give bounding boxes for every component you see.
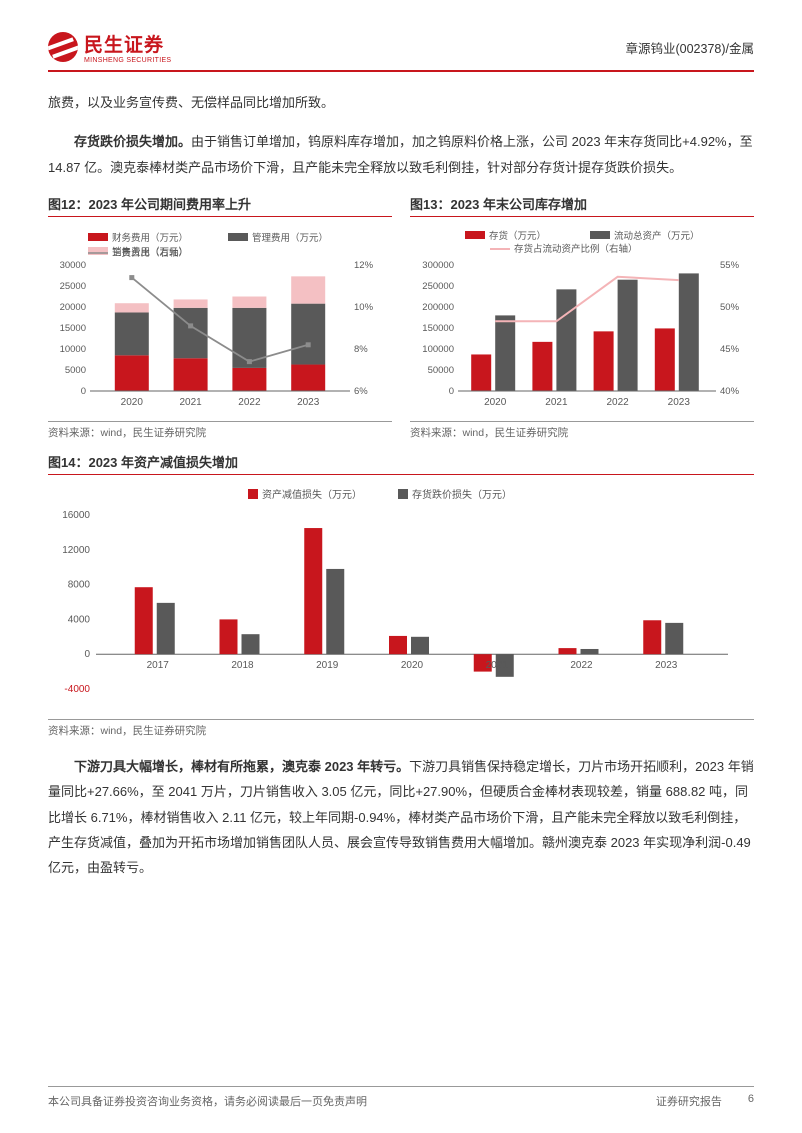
svg-text:0: 0 xyxy=(449,386,454,397)
svg-text:20000: 20000 xyxy=(60,302,86,313)
chart-14: 资产减值损失（万元） 存货跌价损失（万元） -4000 0 4000 8000 12000 1… xyxy=(48,479,754,717)
svg-text:50000: 50000 xyxy=(428,365,454,376)
chart-12-source: 资料来源：wind，民生证券研究院 xyxy=(48,421,392,440)
svg-text:30000: 30000 xyxy=(60,260,86,271)
logo-text-cn: 民生证券 xyxy=(84,30,171,57)
chart-13-source: 资料来源：wind，民生证券研究院 xyxy=(410,421,754,440)
svg-text:150000: 150000 xyxy=(422,323,454,334)
svg-text:2020: 2020 xyxy=(484,397,507,408)
svg-text:管理费用（万元）: 管理费用（万元） xyxy=(252,232,328,244)
footer-page-number: 6 xyxy=(748,1093,754,1109)
svg-text:2021: 2021 xyxy=(545,397,568,408)
svg-text:16000: 16000 xyxy=(62,510,90,521)
svg-text:5000: 5000 xyxy=(65,365,86,376)
svg-text:8%: 8% xyxy=(354,344,368,355)
svg-text:2022: 2022 xyxy=(570,660,593,671)
logo: 民生证券 MINSHENG SECURITIES xyxy=(48,30,171,64)
svg-text:2017: 2017 xyxy=(147,660,170,671)
svg-text:2023: 2023 xyxy=(297,397,320,408)
svg-text:-4000: -4000 xyxy=(64,684,90,695)
footer-right-label: 证券研究报告 xyxy=(656,1093,722,1109)
paragraph-3: 下游刀具大幅增长，棒材有所拖累，澳克泰 2023 年转亏。下游刀具销售保持稳定增… xyxy=(48,754,754,881)
svg-text:45%: 45% xyxy=(720,344,740,355)
para3-rest: 下游刀具销售保持稳定增长，刀片市场开拓顺利，2023 年销量同比+27.66%，… xyxy=(48,759,754,875)
svg-text:存货（万元）: 存货（万元） xyxy=(489,230,546,242)
chart-14-source: 资料来源：wind，民生证券研究院 xyxy=(48,719,754,738)
svg-text:三费占比（右轴）: 三费占比（右轴） xyxy=(112,247,188,259)
footer-left: 本公司具备证券投资咨询业务资格，请务必阅读最后一页免责声明 xyxy=(48,1093,367,1109)
svg-text:25000: 25000 xyxy=(60,281,86,292)
svg-text:2019: 2019 xyxy=(316,660,339,671)
svg-text:2020: 2020 xyxy=(401,660,424,671)
logo-icon xyxy=(48,32,78,62)
chart-13: 存货（万元） 流动总资产（万元）存货占流动资产比例（右轴） 0 50000 100000… xyxy=(410,221,754,419)
svg-text:存货跌价损失（万元）: 存货跌价损失（万元） xyxy=(412,488,512,501)
svg-text:100000: 100000 xyxy=(422,344,454,355)
para3-bold: 下游刀具大幅增长，棒材有所拖累，澳克泰 2023 年转亏。 xyxy=(74,759,409,774)
chart-13-block: 图13：2023 年末公司库存增加 存货（万元） 流动总资产（万元）存货占流动资产… xyxy=(410,194,754,440)
chart-14-title: 图14：2023 年资产减值损失增加 xyxy=(48,452,754,475)
svg-text:2021: 2021 xyxy=(179,397,202,408)
svg-text:10000: 10000 xyxy=(60,344,86,355)
svg-text:2020: 2020 xyxy=(121,397,144,408)
svg-text:200000: 200000 xyxy=(422,302,454,313)
svg-text:流动总资产（万元）: 流动总资产（万元） xyxy=(614,230,700,242)
svg-text:300000: 300000 xyxy=(422,260,454,271)
svg-text:10%: 10% xyxy=(354,302,374,313)
svg-text:存货占流动资产比例（右轴）: 存货占流动资产比例（右轴） xyxy=(514,243,638,255)
svg-text:2022: 2022 xyxy=(238,397,261,408)
svg-text:40%: 40% xyxy=(720,386,740,397)
svg-text:12%: 12% xyxy=(354,260,374,271)
logo-text-en: MINSHENG SECURITIES xyxy=(84,57,171,64)
svg-text:15000: 15000 xyxy=(60,323,86,334)
chart-12-title: 图12：2023 年公司期间费用率上升 xyxy=(48,194,392,217)
header-ticker: 章源钨业(002378)/金属 xyxy=(625,38,754,57)
svg-text:2018: 2018 xyxy=(231,660,254,671)
svg-text:财务费用（万元）: 财务费用（万元） xyxy=(112,232,188,244)
svg-text:2021: 2021 xyxy=(486,660,509,671)
svg-text:0: 0 xyxy=(81,386,86,397)
page-header: 民生证券 MINSHENG SECURITIES 章源钨业(002378)/金属 xyxy=(48,30,754,72)
svg-text:8000: 8000 xyxy=(68,580,91,591)
page-footer: 本公司具备证券投资咨询业务资格，请务必阅读最后一页免责声明 证券研究报告 6 xyxy=(48,1086,754,1109)
paragraph-2: 存货跌价损失增加。由于销售订单增加，钨原料库存增加，加之钨原料价格上涨，公司 2… xyxy=(48,129,754,180)
svg-text:250000: 250000 xyxy=(422,281,454,292)
svg-text:4000: 4000 xyxy=(68,614,91,625)
para2-bold: 存货跌价损失增加。 xyxy=(74,134,191,149)
svg-text:6%: 6% xyxy=(354,386,368,397)
svg-text:50%: 50% xyxy=(720,302,740,313)
chart-12: 财务费用（万元）管理费用（万元）销售费用（万元）三费占比（右轴）05000100… xyxy=(48,221,392,419)
chart-14-block: 图14：2023 年资产减值损失增加 资产减值损失（万元） 存货跌价损失（万元） -… xyxy=(48,452,754,738)
svg-text:12000: 12000 xyxy=(62,545,90,556)
svg-text:资产减值损失（万元）: 资产减值损失（万元） xyxy=(262,488,362,501)
svg-text:0: 0 xyxy=(84,649,90,660)
paragraph-1: 旅费，以及业务宣传费、无偿样品同比增加所致。 xyxy=(48,90,754,115)
svg-text:2022: 2022 xyxy=(606,397,629,408)
chart-12-block: 图12：2023 年公司期间费用率上升 财务费用（万元）管理费用（万元）销售费用… xyxy=(48,194,392,440)
chart-13-title: 图13：2023 年末公司库存增加 xyxy=(410,194,754,217)
svg-text:2023: 2023 xyxy=(655,660,678,671)
svg-text:2023: 2023 xyxy=(668,397,691,408)
svg-text:55%: 55% xyxy=(720,260,740,271)
